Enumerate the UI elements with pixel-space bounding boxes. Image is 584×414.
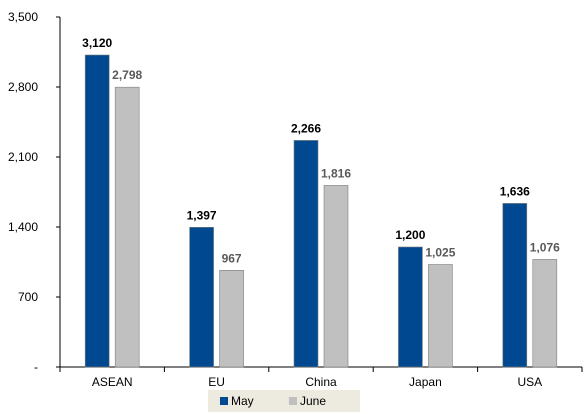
bar-june	[114, 86, 140, 368]
x-tick-label: China	[305, 375, 337, 389]
x-tick-label: ASEAN	[92, 375, 133, 389]
y-tick-label: 2,100	[8, 150, 38, 164]
bar-may	[293, 140, 319, 368]
bar-june	[532, 259, 558, 368]
bar-may	[84, 54, 110, 368]
legend-label: June	[300, 394, 326, 408]
data-label: 1,076	[530, 240, 560, 254]
legend-swatch-may	[220, 397, 228, 405]
x-tick-label: USA	[517, 375, 542, 389]
x-tick-label: EU	[208, 375, 225, 389]
bar-may	[502, 203, 528, 368]
legend-box	[208, 390, 360, 412]
legend-swatch-june	[289, 397, 297, 405]
bar-june	[323, 185, 349, 368]
bar-may	[398, 246, 423, 368]
bar-june	[219, 269, 244, 368]
y-tick-label: 1,400	[8, 220, 38, 234]
x-tick-label: Japan	[409, 375, 442, 389]
data-label: 2,798	[112, 68, 142, 82]
y-tick-label: 3,500	[8, 10, 38, 24]
y-tick-label: 700	[18, 290, 38, 304]
y-tick-label: -	[34, 360, 38, 374]
data-label: 1,397	[187, 208, 217, 222]
data-label: 1,025	[425, 246, 455, 260]
data-label: 2,266	[291, 121, 321, 135]
bar-may	[189, 227, 214, 368]
bar-june	[428, 264, 453, 368]
legend-label: May	[231, 394, 254, 408]
data-label: 1,816	[321, 166, 351, 180]
data-label: 1,200	[395, 228, 425, 242]
data-label: 967	[222, 251, 242, 265]
data-label: 1,636	[500, 184, 530, 198]
data-label: 3,120	[82, 36, 112, 50]
y-tick-label: 2,800	[8, 80, 38, 94]
